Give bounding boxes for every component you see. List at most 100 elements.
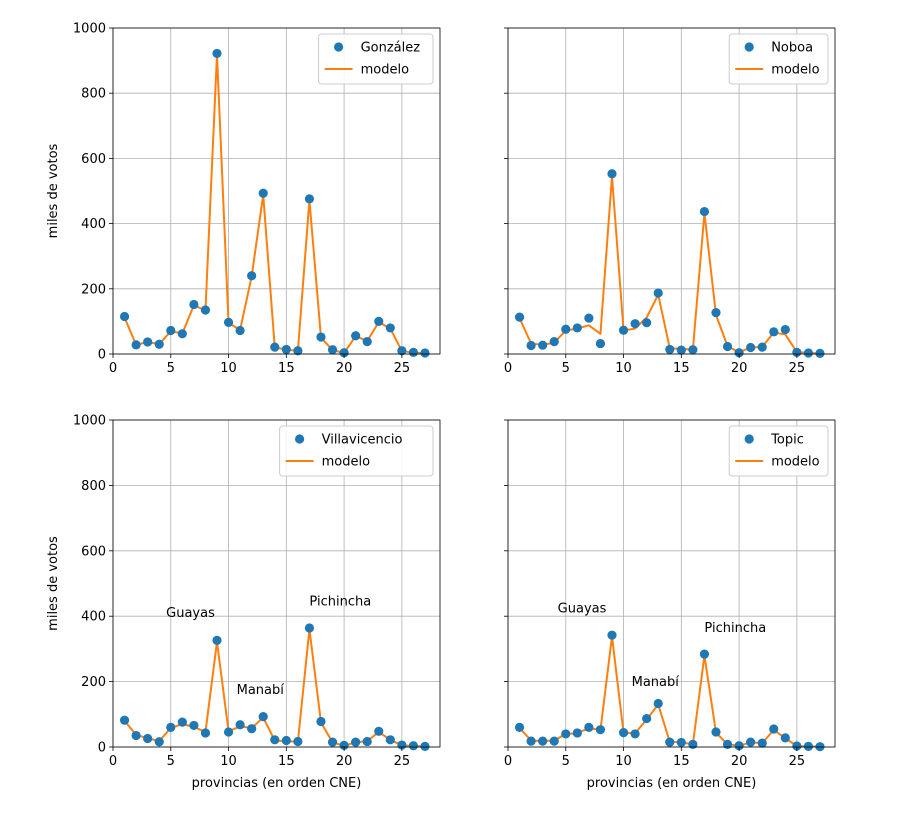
data-point bbox=[734, 741, 744, 751]
x-axis-label: provincias (en orden CNE) bbox=[587, 776, 757, 791]
x-tick-label: 20 bbox=[336, 361, 353, 376]
data-point bbox=[189, 720, 199, 731]
annotation: Guayas bbox=[558, 601, 607, 616]
subplot-1: 0 5 10 15 20 25 0 200 400 600 800 1000 miles de voto… bbox=[46, 22, 441, 376]
data-point bbox=[339, 348, 349, 358]
data-point bbox=[327, 345, 338, 355]
data-point bbox=[131, 340, 141, 350]
x-tick-label: 20 bbox=[336, 754, 353, 769]
series-line-modelo bbox=[123, 53, 426, 355]
data-point bbox=[374, 726, 384, 736]
annotation: Guayas bbox=[166, 606, 215, 621]
axes-frame bbox=[507, 27, 836, 355]
data-point bbox=[235, 720, 245, 730]
data-point bbox=[247, 724, 257, 734]
data-point bbox=[374, 316, 384, 326]
data-point bbox=[316, 716, 326, 727]
subplot-4: 0 5 10 15 20 25 provincias (en orden CNE) Guaya… bbox=[504, 419, 836, 791]
data-point bbox=[746, 737, 756, 747]
legend-label: modelo bbox=[322, 455, 370, 470]
data-point bbox=[270, 735, 280, 745]
x-axis-label: provincias (en orden CNE) bbox=[192, 776, 362, 791]
data-point bbox=[630, 319, 640, 329]
x-tick-label: 15 bbox=[673, 361, 690, 376]
x-tick-label: 0 bbox=[109, 361, 117, 376]
data-point bbox=[270, 342, 280, 352]
x-tick-label: 10 bbox=[615, 754, 632, 769]
legend-label: Villavicencio bbox=[322, 433, 403, 448]
data-point bbox=[746, 342, 756, 353]
x-tick-label: 25 bbox=[789, 361, 806, 376]
legend-label: modelo bbox=[771, 455, 819, 470]
data-point bbox=[420, 348, 430, 358]
data-point bbox=[514, 312, 525, 322]
x-tick-label: 10 bbox=[220, 754, 237, 769]
data-point bbox=[734, 348, 744, 358]
data-point bbox=[584, 313, 594, 323]
data-point bbox=[327, 737, 338, 747]
data-point bbox=[595, 725, 606, 735]
data-point bbox=[408, 741, 419, 751]
x-tick-label: 20 bbox=[731, 361, 748, 376]
data-point bbox=[200, 305, 211, 315]
data-point bbox=[385, 323, 395, 333]
data-point bbox=[792, 347, 802, 357]
data-point bbox=[166, 722, 176, 732]
annotation: Manabí bbox=[632, 675, 680, 690]
annotation: Pichincha bbox=[309, 595, 371, 610]
legend-marker-point bbox=[744, 42, 754, 52]
data-point bbox=[549, 337, 559, 347]
legend-box bbox=[728, 33, 829, 85]
data-point bbox=[815, 348, 825, 358]
data-point bbox=[293, 736, 303, 747]
data-point bbox=[526, 736, 536, 746]
data-point bbox=[792, 741, 802, 751]
x-tick-label: 25 bbox=[394, 754, 411, 769]
x-tick-label: 0 bbox=[109, 754, 117, 769]
data-point bbox=[212, 635, 222, 645]
data-point bbox=[653, 288, 663, 298]
data-point bbox=[584, 722, 594, 732]
data-point bbox=[154, 339, 164, 349]
x-tick-label: 5 bbox=[167, 754, 175, 769]
data-point bbox=[780, 733, 790, 743]
data-point bbox=[351, 737, 361, 747]
legend-marker-point bbox=[744, 434, 754, 444]
legend-box bbox=[728, 425, 829, 477]
data-point bbox=[420, 741, 430, 751]
data-point bbox=[143, 337, 153, 347]
data-point bbox=[119, 715, 130, 725]
data-point bbox=[642, 713, 652, 724]
x-tick-label: 15 bbox=[278, 361, 295, 376]
y-axis-label: miles de votos bbox=[46, 536, 61, 631]
data-point bbox=[166, 325, 176, 336]
subplot-3: 0 5 10 15 20 25 0 200 400 600 800 1000 miles de voto… bbox=[46, 414, 441, 791]
data-point bbox=[699, 206, 710, 217]
x-tick-label: 15 bbox=[278, 754, 295, 769]
legend-box bbox=[318, 33, 434, 85]
axes-frame bbox=[112, 27, 441, 355]
y-axis-label: miles de votos bbox=[46, 143, 61, 238]
data-point bbox=[618, 325, 629, 335]
data-point bbox=[385, 735, 395, 745]
data-point bbox=[688, 345, 698, 355]
data-point bbox=[362, 337, 372, 347]
data-point bbox=[143, 733, 153, 744]
data-point bbox=[538, 736, 548, 746]
legend-label: González bbox=[361, 41, 421, 56]
data-point bbox=[514, 722, 525, 732]
data-point bbox=[757, 342, 767, 352]
y-tick-label: 0 bbox=[98, 348, 106, 363]
y-tick-label: 800 bbox=[81, 87, 106, 102]
y-tick-label: 200 bbox=[81, 675, 106, 690]
data-point bbox=[177, 329, 187, 339]
legend: González modelo bbox=[318, 33, 434, 85]
data-point bbox=[223, 317, 234, 327]
legend-marker-point bbox=[334, 42, 344, 52]
legend-marker-point bbox=[295, 434, 305, 444]
data-point bbox=[630, 729, 640, 739]
data-point bbox=[235, 325, 245, 336]
legend-label: Topic bbox=[770, 433, 804, 448]
data-point bbox=[223, 727, 234, 737]
